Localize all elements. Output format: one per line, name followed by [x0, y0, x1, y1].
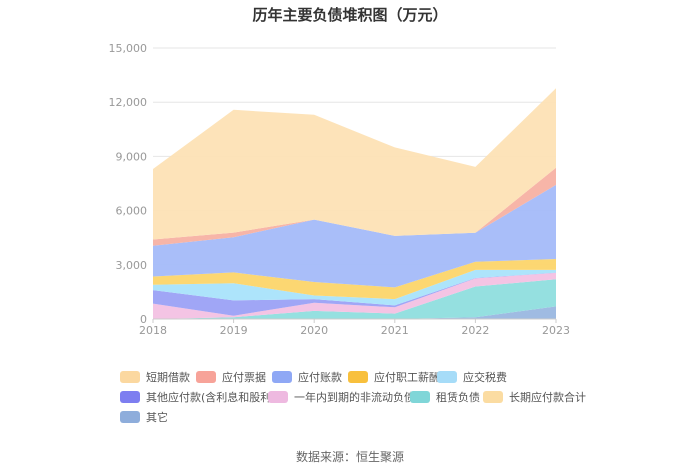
legend-swatch [437, 371, 457, 383]
area-series-应交税费[interactable] [153, 269, 556, 306]
legend-swatch [410, 391, 430, 403]
legend-label: 应付账款 [298, 370, 342, 384]
y-tick-label: 6,000 [116, 205, 148, 218]
legend-item[interactable]: 应交税费 [437, 370, 507, 384]
legend-swatch [120, 371, 140, 383]
x-tick-label: 2023 [542, 324, 570, 337]
legend-label: 其它 [146, 410, 168, 424]
y-tick-label: 9,000 [116, 150, 148, 163]
legend-item[interactable]: 其他应付款(含利息和股利) [120, 390, 276, 404]
legend-label: 租赁负债 [436, 390, 480, 404]
area-series-应付职工薪酬[interactable] [153, 259, 556, 300]
legend-swatch [268, 391, 288, 403]
legend-label: 一年内到期的非流动负债 [294, 390, 415, 404]
legend-swatch [483, 391, 503, 403]
x-tick-label: 2021 [381, 324, 409, 337]
legend-item[interactable]: 租赁负债 [410, 390, 480, 404]
y-tick-label: 0 [140, 313, 147, 326]
y-tick-label: 12,000 [109, 96, 148, 109]
area-series-其他应付款(含利息和股利)[interactable] [153, 272, 556, 316]
legend-swatch [120, 391, 140, 403]
legend-item[interactable]: 应付票据 [196, 370, 266, 384]
legend-swatch [120, 411, 140, 423]
legend-label: 应交税费 [463, 370, 507, 384]
x-tick-label: 2018 [139, 324, 167, 337]
x-tick-label: 2022 [461, 324, 489, 337]
legend-item[interactable]: 长期应付款合计 [483, 390, 586, 404]
legend-swatch [196, 371, 216, 383]
legend-item[interactable]: 其它 [120, 410, 168, 424]
legend-item[interactable]: 一年内到期的非流动负债 [268, 390, 415, 404]
legend-label: 其他应付款(含利息和股利) [146, 390, 276, 404]
area-series-应付票据[interactable] [153, 167, 556, 246]
area-series-租赁负债[interactable] [153, 279, 556, 319]
legend-swatch [272, 371, 292, 383]
legend-item[interactable]: 应付职工薪酬 [348, 370, 440, 384]
legend-label: 应付票据 [222, 370, 266, 384]
legend-label: 短期借款 [146, 370, 190, 384]
area-series-应付账款[interactable] [153, 184, 556, 288]
x-tick-label: 2020 [300, 324, 328, 337]
legend-label: 应付职工薪酬 [374, 370, 440, 384]
area-series-短期借款[interactable] [153, 88, 556, 240]
y-tick-label: 3,000 [116, 259, 148, 272]
y-tick-label: 15,000 [109, 42, 148, 55]
area-series-一年内到期的非流动负债[interactable] [153, 272, 556, 319]
legend-item[interactable]: 短期借款 [120, 370, 190, 384]
axes: 0 3,000 6,000 9,000 12,000 15,000 2018 2019 2020… [109, 42, 571, 337]
area-series-其它[interactable] [153, 306, 556, 319]
area-series-layer [153, 88, 556, 319]
x-tick-label: 2019 [220, 324, 248, 337]
legend-label: 长期应付款合计 [509, 390, 586, 404]
legend-swatch [348, 371, 368, 383]
chart-title: 历年主要负债堆积图（万元） [252, 6, 447, 24]
data-source-note: 数据来源：恒生聚源 [296, 449, 404, 464]
legend-item[interactable]: 应付账款 [272, 370, 342, 384]
